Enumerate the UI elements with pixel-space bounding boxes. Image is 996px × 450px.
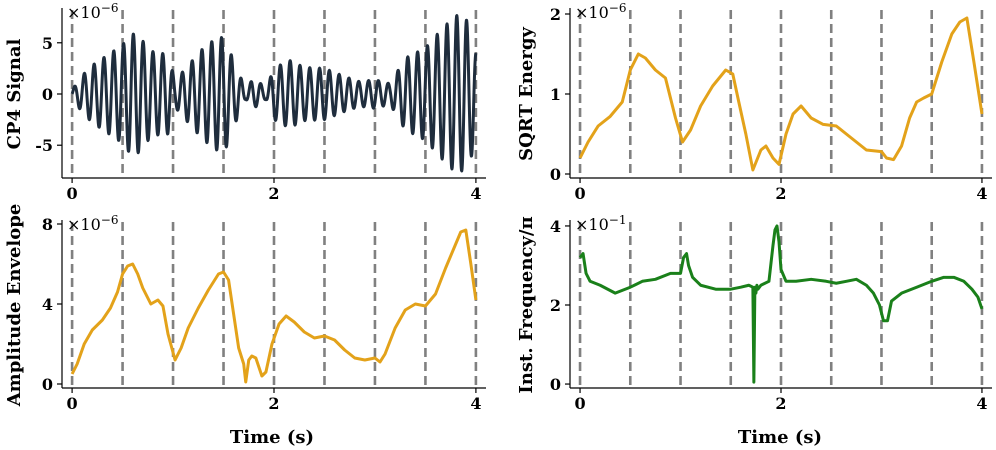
xtick-label-1: 2 bbox=[775, 394, 786, 413]
ytick-label-1: 0 bbox=[42, 85, 53, 104]
xtick-label-0: 0 bbox=[67, 394, 78, 413]
xtick-label-1: 2 bbox=[775, 184, 786, 203]
panel-signal: 0 2 4 -5 0 5 ×10−6 CP4 Signal bbox=[4, 1, 486, 203]
series-line-sqrt-energy bbox=[578, 16, 984, 172]
offset-multiplier-sqrt-energy: ×10−6 bbox=[575, 1, 626, 22]
ytick-label-2: 2 bbox=[550, 5, 561, 24]
offset-exponent-inst-frequency: −1 bbox=[609, 213, 627, 227]
xtick-label-0: 0 bbox=[574, 184, 585, 203]
offset-multiplier-inst-frequency: ×10−1 bbox=[575, 213, 626, 234]
ylabel-signal: CP4 Signal bbox=[4, 39, 25, 150]
ytick-label-1: 2 bbox=[550, 296, 561, 315]
offset-multiplier-signal: ×10−6 bbox=[67, 1, 118, 22]
xlabel-right: Time (s) bbox=[738, 427, 822, 448]
offset-exponent-signal: −6 bbox=[101, 1, 119, 15]
ytick-label-1: 4 bbox=[42, 295, 53, 314]
xtick-label-1: 2 bbox=[268, 394, 279, 413]
xtick-label-2: 4 bbox=[976, 394, 987, 413]
offset-exponent-sqrt-energy: −6 bbox=[609, 1, 627, 15]
ytick-label-2: 5 bbox=[42, 34, 53, 53]
offset-exponent-amplitude-envelope: −6 bbox=[101, 213, 119, 227]
ylabel-amplitude-envelope: Amplitude Envelope bbox=[4, 204, 25, 408]
ytick-label-0: -5 bbox=[35, 136, 53, 155]
xlabel-left: Time (s) bbox=[230, 427, 314, 448]
series-line-amplitude-envelope bbox=[70, 228, 478, 384]
ytick-label-2: 8 bbox=[42, 215, 53, 234]
xtick-label-0: 0 bbox=[67, 184, 78, 203]
series-line-signal bbox=[70, 14, 478, 173]
ytick-label-0: 0 bbox=[550, 375, 561, 394]
ytick-label-2: 4 bbox=[550, 217, 561, 236]
panel-amplitude-envelope: 0 2 4 0 4 8 ×10−6 Amplitude Envelope bbox=[4, 204, 486, 413]
ylabel-sqrt-energy: SQRT Energy bbox=[516, 27, 537, 161]
offset-multiplier-amplitude-envelope: ×10−6 bbox=[67, 213, 118, 234]
xtick-label-1: 2 bbox=[268, 184, 279, 203]
panel-inst-frequency: 0 2 4 0 2 4 ×10−1 Inst. Frequency/π bbox=[516, 213, 992, 413]
ytick-label-0: 0 bbox=[550, 165, 561, 184]
xtick-label-2: 4 bbox=[470, 394, 481, 413]
ytick-label-0: 0 bbox=[42, 375, 53, 394]
xtick-label-2: 4 bbox=[976, 184, 987, 203]
ylabel-inst-frequency: Inst. Frequency/π bbox=[516, 216, 537, 393]
panel-sqrt-energy: 0 2 4 0 1 2 ×10−6 SQRT Energy bbox=[516, 1, 992, 203]
xtick-label-2: 4 bbox=[470, 184, 481, 203]
xtick-label-0: 0 bbox=[574, 394, 585, 413]
series-line-inst-frequency bbox=[578, 224, 984, 384]
ytick-label-1: 1 bbox=[550, 85, 561, 104]
